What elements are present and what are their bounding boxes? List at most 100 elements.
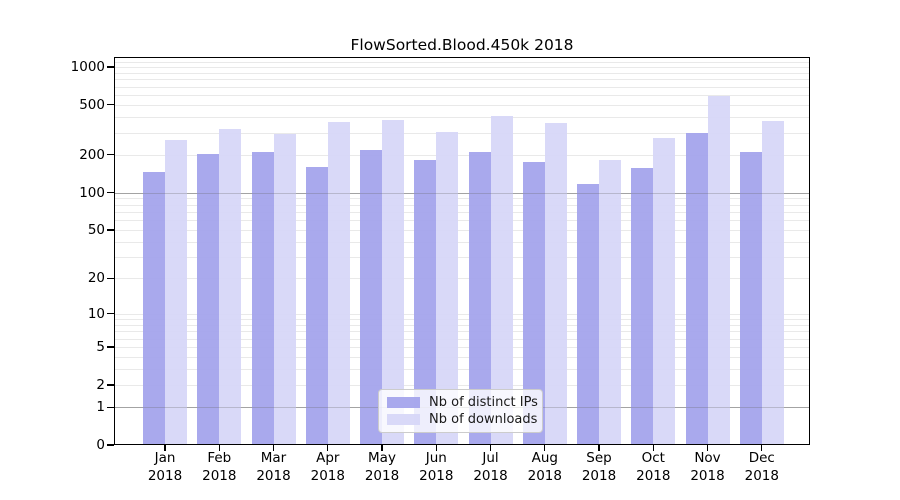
x-tick-mark <box>489 445 492 451</box>
legend-swatch-distinct-ips <box>387 397 420 408</box>
x-tick-year: 2018 <box>690 467 725 484</box>
y-tick-mark <box>107 277 114 280</box>
gridline-minor <box>114 211 810 213</box>
bar-distinct-ips-sep <box>577 184 599 445</box>
gridline-minor <box>114 94 810 96</box>
gridline-minor <box>114 331 810 333</box>
gridline-minor <box>114 241 810 243</box>
legend-label-downloads: Nb of downloads <box>429 412 538 427</box>
y-tick-mark <box>107 104 114 106</box>
legend-swatch-downloads <box>387 414 420 425</box>
x-tick-label-may: May 2018 <box>352 450 412 485</box>
x-tick-mark <box>435 445 437 451</box>
y-tick-mark <box>107 444 114 446</box>
x-tick-year: 2018 <box>527 467 562 484</box>
x-tick-mark <box>761 445 763 451</box>
y-tick-mark <box>107 384 114 386</box>
gridline-minor <box>114 324 810 326</box>
gridline-minor <box>114 384 810 386</box>
gridline-minor <box>114 347 810 348</box>
bar-distinct-ips-aug <box>522 162 545 445</box>
x-tick-mark <box>706 445 709 451</box>
gridline-minor <box>114 220 810 222</box>
x-tick-year: 2018 <box>364 467 400 484</box>
x-tick-label-oct: Oct 2018 <box>623 450 683 485</box>
gridline-minor <box>114 313 810 315</box>
x-tick-year: 2018 <box>744 467 779 484</box>
bar-downloads-aug <box>544 123 567 445</box>
x-tick-label-aug: Aug 2018 <box>515 450 575 485</box>
x-tick-year: 2018 <box>581 467 617 484</box>
y-tick-mark <box>107 66 114 68</box>
bar-distinct-ips-jan <box>143 171 165 445</box>
y-tick-mark <box>107 406 114 408</box>
x-tick-month: Oct <box>641 450 665 466</box>
chart-title: FlowSorted.Blood.450k 2018 <box>350 36 574 54</box>
gridline-minor <box>114 369 810 371</box>
gridline-minor <box>114 356 810 358</box>
gridline-major-overlay <box>114 192 810 194</box>
x-tick-year: 2018 <box>310 467 345 484</box>
gridline-minor <box>114 117 810 118</box>
x-tick-label-jun: Jun 2018 <box>406 450 466 485</box>
x-tick-month: Nov <box>694 450 721 466</box>
gridline-minor <box>114 229 810 231</box>
x-tick-month: Dec <box>748 450 775 466</box>
x-tick-label-jul: Jul 2018 <box>461 450 521 485</box>
legend-label-distinct-ips: Nb of distinct IPs <box>429 395 538 410</box>
x-tick-label-sep: Sep 2018 <box>569 450 629 485</box>
x-tick-mark <box>327 445 329 451</box>
legend: Nb of distinct IPs Nb of downloads <box>378 389 543 433</box>
y-tick-label: 200 <box>79 146 105 163</box>
x-tick-month: Aug <box>531 450 558 466</box>
x-tick-label-mar: Mar 2018 <box>244 450 304 485</box>
bar-distinct-ips-may <box>360 150 382 445</box>
gridline-minor <box>114 67 810 68</box>
gridline-minor <box>114 61 810 63</box>
y-tick-mark <box>107 229 114 231</box>
gridline-minor <box>114 154 810 156</box>
y-tick-label: 20 <box>87 270 105 287</box>
x-tick-mark <box>652 445 654 451</box>
bar-downloads-feb <box>219 129 242 445</box>
x-tick-year: 2018 <box>473 467 508 484</box>
x-tick-month: Mar <box>260 450 287 466</box>
x-tick-year: 2018 <box>202 467 237 484</box>
x-tick-mark <box>544 445 546 451</box>
gridline-minor <box>114 132 810 134</box>
gridline-minor <box>114 79 810 81</box>
x-tick-year: 2018 <box>419 467 454 484</box>
bar-downloads-jul <box>490 115 513 445</box>
gridline-minor <box>114 104 810 106</box>
y-tick-label: 50 <box>87 221 105 238</box>
gridline-minor <box>114 278 810 280</box>
gridline-major <box>114 192 810 194</box>
gridline-minor <box>114 86 810 88</box>
bar-distinct-ips-jul <box>468 151 491 445</box>
x-tick-mark <box>164 445 166 451</box>
y-tick-label: 10 <box>87 305 105 322</box>
gridline-minor <box>114 338 810 340</box>
y-tick-label: 0 <box>96 437 105 453</box>
bar-downloads-dec <box>761 120 784 445</box>
bar-distinct-ips-dec <box>739 151 762 445</box>
y-tick-mark <box>107 313 114 315</box>
x-tick-label-feb: Feb 2018 <box>189 450 249 485</box>
x-tick-mark <box>218 445 220 451</box>
y-tick-mark <box>107 191 114 194</box>
gridline-minor <box>114 198 810 200</box>
y-tick-label: 5 <box>96 339 105 355</box>
gridline-minor <box>114 319 810 320</box>
x-tick-year: 2018 <box>636 467 671 484</box>
x-tick-mark <box>272 445 275 451</box>
x-tick-month: Jun <box>425 450 447 466</box>
x-tick-month: May <box>368 450 396 466</box>
x-tick-month: Jul <box>482 450 499 466</box>
y-tick-label: 1 <box>96 399 105 416</box>
x-tick-label-nov: Nov 2018 <box>678 450 738 485</box>
x-tick-month: Jan <box>154 450 176 466</box>
x-tick-label-dec: Dec 2018 <box>732 450 792 485</box>
legend-item-distinct-ips: Nb of distinct IPs <box>387 395 538 410</box>
x-tick-mark <box>381 445 383 451</box>
